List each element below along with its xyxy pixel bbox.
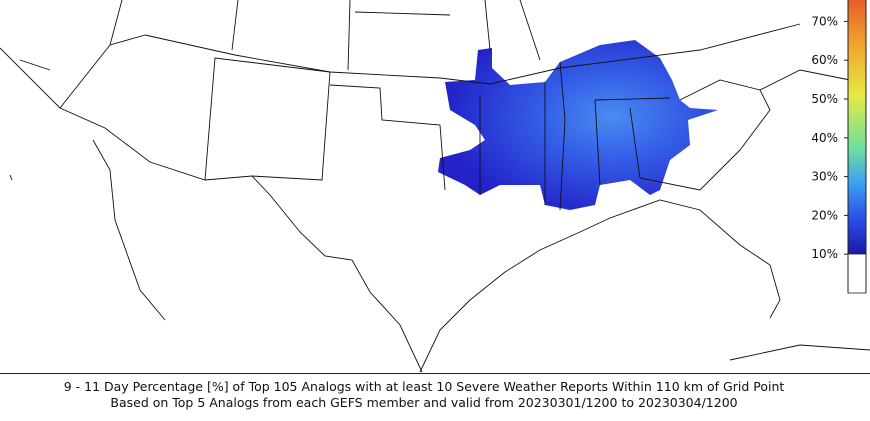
- colorbar-tick-label: 40%: [811, 131, 838, 145]
- colorbar-tick-label: 30%: [811, 170, 838, 184]
- colorbar-tick-label: 20%: [811, 208, 838, 222]
- caption-line: Based on Top 5 Analogs from each GEFS me…: [110, 395, 737, 410]
- caption-line: 9 - 11 Day Percentage [%] of Top 105 Ana…: [64, 379, 785, 394]
- colorbar-low: [847, 253, 867, 294]
- colorbar-gradient: [848, 0, 866, 254]
- map: [0, 0, 870, 374]
- colorbar: [847, 0, 867, 294]
- colorbar-tick-label: 10%: [811, 247, 838, 261]
- colorbar-tick-label: 70%: [811, 14, 838, 28]
- probability-area: [438, 40, 718, 210]
- colorbar-tick-label: 60%: [811, 53, 838, 67]
- colorbar-tick-label: 50%: [811, 92, 838, 106]
